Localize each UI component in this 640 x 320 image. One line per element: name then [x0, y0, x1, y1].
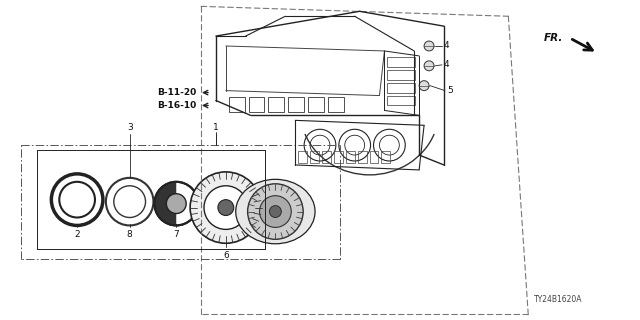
Bar — [268, 97, 284, 112]
Ellipse shape — [236, 179, 315, 244]
Text: 7: 7 — [173, 230, 179, 239]
Bar — [298, 151, 307, 163]
Bar — [228, 97, 244, 112]
Bar — [310, 151, 319, 163]
Circle shape — [114, 186, 145, 218]
Bar — [328, 97, 344, 112]
Text: TY24B1620A: TY24B1620A — [534, 295, 582, 304]
Circle shape — [424, 61, 434, 71]
Bar — [369, 151, 378, 163]
Text: 4: 4 — [444, 42, 449, 51]
Text: B-11-20: B-11-20 — [157, 88, 196, 97]
Bar — [387, 96, 415, 106]
Text: 8: 8 — [127, 230, 132, 239]
Text: 3: 3 — [127, 123, 132, 132]
Bar — [288, 97, 304, 112]
Bar — [387, 57, 415, 67]
Bar — [387, 70, 415, 80]
Bar — [346, 151, 355, 163]
Bar — [387, 83, 415, 92]
Text: 5: 5 — [447, 86, 452, 95]
Text: 2: 2 — [74, 230, 80, 239]
Circle shape — [190, 172, 262, 243]
Bar — [358, 151, 367, 163]
Circle shape — [204, 186, 248, 229]
Bar — [322, 151, 331, 163]
Text: 1: 1 — [213, 123, 219, 132]
Text: B-16-10: B-16-10 — [157, 101, 196, 110]
Text: FR.: FR. — [543, 33, 563, 43]
Bar — [334, 151, 343, 163]
Text: 6: 6 — [223, 251, 228, 260]
Circle shape — [60, 182, 95, 218]
Circle shape — [218, 200, 234, 215]
Text: 4: 4 — [444, 60, 449, 69]
Circle shape — [419, 81, 429, 91]
Bar — [381, 151, 390, 163]
Bar — [248, 97, 264, 112]
Circle shape — [166, 194, 186, 213]
Bar — [308, 97, 324, 112]
Circle shape — [260, 196, 291, 228]
Circle shape — [248, 184, 303, 239]
Circle shape — [269, 206, 282, 218]
Wedge shape — [154, 182, 176, 225]
Circle shape — [424, 41, 434, 51]
